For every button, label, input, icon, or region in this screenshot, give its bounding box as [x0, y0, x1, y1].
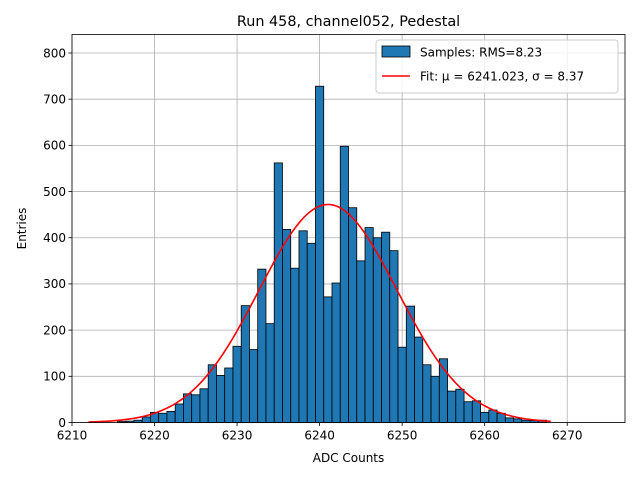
x-tick-label: 6270: [552, 429, 583, 443]
y-tick-label: 200: [43, 323, 66, 337]
x-tick-label: 6240: [304, 429, 335, 443]
x-axis-ticks: 6210 6220 6230 6240 6250 6260 6270: [57, 422, 583, 443]
histogram-bar: [199, 388, 209, 423]
histogram-bar: [216, 374, 226, 423]
histogram-bar: [504, 417, 514, 423]
y-tick-label: 500: [43, 185, 66, 199]
histogram-bar: [224, 367, 234, 423]
histogram-bar: [290, 267, 300, 423]
histogram-bar: [480, 411, 490, 423]
chart-title: Run 458, channel052, Pedestal: [237, 14, 460, 30]
histogram-bar: [331, 282, 341, 423]
y-axis-ticks: 0 100 200 300 400 500 600 700 800: [43, 46, 72, 430]
histogram-bar: [381, 231, 391, 423]
histogram-bar: [513, 418, 523, 423]
x-tick-label: 6210: [57, 429, 88, 443]
histogram-bar: [422, 364, 432, 423]
histogram-bar: [397, 346, 407, 423]
histogram-bar: [298, 230, 308, 423]
legend: Samples: RMS=8.23 Fit: μ = 6241.023, σ =…: [375, 39, 619, 94]
histogram-bar: [141, 416, 151, 423]
plot-frame: [71, 34, 626, 423]
histogram-bar: [265, 323, 275, 423]
fit-curve-layer: [88, 203, 551, 423]
x-tick-label: 6220: [139, 429, 170, 443]
histogram-bar: [273, 162, 283, 423]
histogram-bar: [282, 229, 292, 423]
y-axis-label: Entries: [15, 208, 29, 250]
x-axis-label: ADC Counts: [313, 451, 385, 465]
histogram-bar: [372, 237, 382, 423]
legend-fit-label: Fit: μ = 6241.023, σ = 8.37: [420, 70, 584, 84]
histogram-bar: [389, 250, 399, 423]
histogram-bar: [463, 401, 473, 423]
x-tick-label: 6230: [222, 429, 253, 443]
y-tick-label: 0: [58, 416, 66, 430]
histogram-bar: [323, 296, 333, 423]
legend-box: [375, 39, 619, 94]
histogram-bar: [174, 403, 184, 423]
histogram-bar: [455, 388, 465, 423]
x-tick-label: 6260: [469, 429, 500, 443]
y-tick-label: 100: [43, 370, 66, 384]
histogram-bar: [364, 227, 374, 423]
histogram-bar: [257, 268, 267, 423]
histogram-bar: [191, 394, 201, 423]
histogram-bar: [447, 390, 457, 423]
y-tick-label: 400: [43, 231, 66, 245]
legend-histogram-swatch: [381, 45, 411, 58]
gaussian-fit-line: [88, 203, 551, 423]
histogram-bar: [414, 336, 424, 423]
y-tick-label: 600: [43, 139, 66, 153]
histogram-bar: [166, 411, 176, 423]
histogram-bar: [339, 145, 349, 423]
y-tick-label: 700: [43, 92, 66, 106]
legend-histogram-label: Samples: RMS=8.23: [420, 46, 542, 60]
histogram-bar: [405, 305, 415, 423]
histogram-bars: [116, 85, 547, 423]
histogram-bar: [315, 85, 325, 423]
histogram-bar: [471, 400, 481, 423]
histogram-bar: [249, 349, 259, 423]
histogram-bar: [356, 260, 366, 423]
histogram-bar: [158, 412, 168, 423]
y-tick-label: 300: [43, 277, 66, 291]
y-tick-label: 800: [43, 46, 66, 60]
histogram-bar: [232, 345, 242, 423]
histogram-bar: [240, 305, 250, 423]
histogram-bar: [306, 242, 316, 423]
x-tick-label: 6250: [387, 429, 418, 443]
histogram-bar: [430, 375, 440, 423]
histogram-bar: [348, 207, 358, 423]
